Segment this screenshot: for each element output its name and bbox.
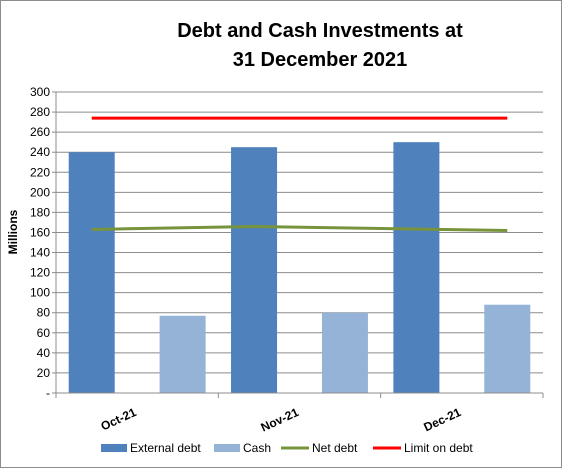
legend: External debt Cash Net debt Limit on debt bbox=[101, 441, 473, 455]
bar-external-debt bbox=[231, 147, 278, 393]
series-lines bbox=[91, 116, 508, 232]
legend-swatch-cash bbox=[214, 444, 240, 452]
bar-cash bbox=[159, 315, 206, 393]
y-tick-label: 300 bbox=[30, 85, 50, 99]
x-tick-label: Nov-21 bbox=[259, 405, 301, 435]
chart-title-line-2: 31 December 2021 bbox=[233, 49, 408, 71]
y-tick-label: 60 bbox=[37, 326, 51, 340]
y-tick-label: 140 bbox=[30, 246, 50, 260]
x-tick-label: Dec-21 bbox=[422, 405, 464, 434]
gridlines bbox=[52, 91, 543, 394]
y-tick-label: 260 bbox=[30, 125, 50, 139]
legend-label-limit-on-debt: Limit on debt bbox=[404, 441, 473, 455]
y-tick-label: 160 bbox=[30, 225, 50, 239]
legend-label-external-debt: External debt bbox=[130, 441, 201, 455]
x-tick-labels: Oct-21 Nov-21 Dec-21 bbox=[99, 405, 464, 435]
y-tick-label: 180 bbox=[30, 205, 50, 219]
y-tick-label: 20 bbox=[37, 366, 51, 380]
y-tick-label: 220 bbox=[30, 165, 50, 179]
chart-title-line-1: Debt and Cash Investments at bbox=[177, 20, 463, 42]
x-tick-label: Oct-21 bbox=[99, 405, 139, 434]
legend-label-cash: Cash bbox=[243, 441, 271, 455]
legend-swatch-external-debt bbox=[101, 444, 127, 452]
line-net-debt bbox=[91, 224, 508, 232]
bar-external-debt bbox=[68, 152, 115, 393]
axes bbox=[55, 92, 544, 398]
y-axis-label: Millions bbox=[6, 209, 20, 254]
y-tick-label: 280 bbox=[30, 105, 50, 119]
legend-label-net-debt: Net debt bbox=[312, 441, 358, 455]
bar-external-debt bbox=[393, 142, 440, 393]
bars bbox=[68, 142, 531, 393]
y-tick-label: 240 bbox=[30, 145, 50, 159]
y-tick-label: - bbox=[46, 386, 50, 400]
y-tick-label: 40 bbox=[37, 346, 51, 360]
bar-cash bbox=[484, 304, 531, 393]
y-tick-labels: - 20 40 60 80 100 120 140 160 180 200 220 240 260 280 3… bbox=[30, 85, 50, 400]
y-tick-label: 80 bbox=[37, 306, 51, 320]
y-tick-label: 200 bbox=[30, 185, 50, 199]
y-tick-label: 120 bbox=[30, 266, 50, 280]
bar-cash bbox=[321, 312, 368, 393]
y-tick-label: 100 bbox=[30, 286, 50, 300]
